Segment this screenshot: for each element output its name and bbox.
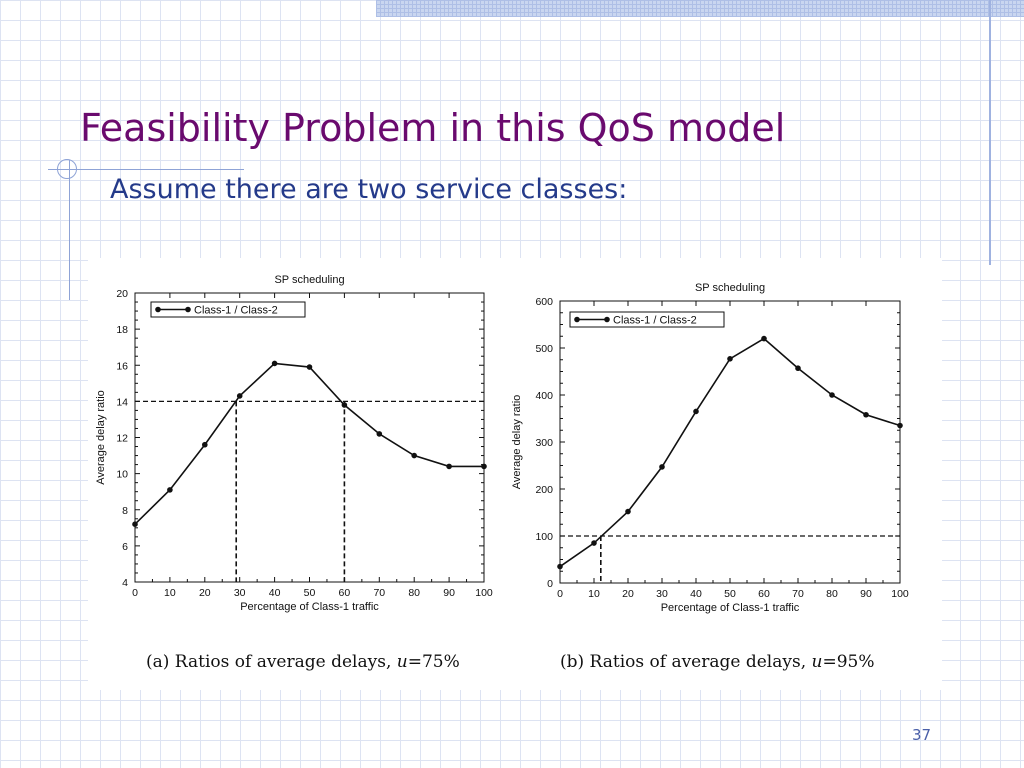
y-tick-label: 600	[535, 296, 553, 308]
data-point	[306, 364, 313, 370]
x-tick-label: 0	[132, 587, 138, 599]
data-point	[236, 393, 243, 399]
decorative-left-line	[69, 160, 70, 300]
x-tick-label: 20	[199, 587, 211, 599]
caption-a-prefix: (a) Ratios of average delays,	[146, 652, 397, 672]
x-tick-label: 70	[792, 588, 804, 600]
legend-label: Class-1 / Class-2	[613, 315, 697, 327]
y-tick-label: 300	[535, 437, 553, 449]
caption-b-suffix: =95%	[822, 652, 875, 672]
data-point	[167, 487, 173, 493]
y-tick-label: 400	[535, 390, 553, 402]
figure-panel	[88, 258, 942, 690]
decorative-title-line	[48, 169, 244, 170]
x-tick-label: 30	[656, 588, 668, 600]
page-number: 37	[912, 726, 932, 744]
x-tick-label: 30	[234, 587, 246, 599]
caption-a-var: u	[396, 652, 408, 672]
data-point	[271, 360, 278, 367]
data-point	[625, 508, 631, 515]
data-point	[341, 402, 348, 408]
x-tick-label: 100	[475, 587, 493, 599]
legend-marker	[574, 316, 580, 323]
data-point	[411, 452, 418, 459]
data-point	[591, 540, 597, 546]
x-tick-label: 50	[724, 588, 736, 600]
y-tick-label: 20	[116, 288, 128, 300]
x-tick-label: 50	[304, 587, 316, 599]
data-point	[829, 392, 835, 398]
y-tick-label: 6	[122, 541, 128, 553]
data-point	[795, 365, 801, 372]
data-point	[863, 411, 869, 418]
caption-b-var: u	[811, 652, 823, 672]
x-tick-label: 60	[758, 588, 770, 600]
y-tick-label: 4	[122, 577, 128, 589]
x-tick-label: 0	[557, 588, 563, 600]
data-point	[693, 408, 699, 415]
data-point	[727, 356, 733, 362]
y-tick-label: 100	[535, 531, 553, 543]
x-tick-label: 100	[891, 588, 909, 600]
x-tick-label: 70	[373, 587, 385, 599]
x-axis-label: Percentage of Class-1 traffic	[661, 602, 800, 614]
data-point	[761, 335, 767, 342]
data-point	[557, 563, 563, 570]
x-tick-label: 80	[408, 587, 420, 599]
y-tick-label: 12	[116, 433, 128, 445]
data-point	[897, 422, 903, 429]
x-tick-label: 40	[690, 588, 702, 600]
y-tick-label: 8	[122, 505, 128, 517]
data-point	[132, 521, 138, 527]
slide-subtitle: Assume there are two service classes:	[110, 174, 628, 205]
legend-marker	[185, 306, 191, 313]
y-tick-label: 14	[116, 396, 128, 408]
x-tick-label: 80	[826, 588, 838, 600]
data-point	[481, 463, 487, 470]
decorative-top-band	[376, 0, 1024, 17]
y-tick-label: 10	[116, 469, 128, 481]
x-tick-label: 10	[164, 587, 176, 599]
data-point	[446, 463, 452, 470]
y-axis-label: Average delay ratio	[95, 390, 107, 485]
caption-a-suffix: =75%	[407, 652, 460, 672]
legend-marker	[604, 316, 610, 323]
y-tick-label: 500	[535, 343, 553, 355]
chart-title: SP scheduling	[274, 274, 344, 286]
y-tick-label: 200	[535, 484, 553, 496]
y-tick-label: 16	[116, 360, 128, 372]
caption-a: (a) Ratios of average delays, u=75%	[146, 652, 460, 672]
series-line	[559, 337, 901, 568]
data-point	[376, 431, 383, 437]
plot-frame	[559, 300, 901, 584]
x-tick-label: 60	[339, 587, 351, 599]
x-tick-label: 10	[588, 588, 600, 600]
x-tick-label: 90	[860, 588, 872, 600]
x-tick-label: 20	[622, 588, 634, 600]
chart-title: SP scheduling	[695, 282, 765, 294]
legend-box	[569, 311, 725, 328]
legend-marker	[155, 306, 161, 313]
x-tick-label: 90	[443, 587, 455, 599]
caption-b: (b) Ratios of average delays, u=95%	[560, 652, 874, 672]
x-tick-label: 40	[269, 587, 281, 599]
y-tick-label: 0	[547, 578, 553, 590]
title-ornament-icon	[57, 159, 77, 179]
y-tick-label: 18	[116, 324, 128, 336]
legend-box	[150, 301, 306, 318]
legend-label: Class-1 / Class-2	[194, 305, 278, 317]
data-point	[202, 441, 208, 448]
decorative-right-line	[989, 0, 991, 265]
y-axis-label: Average delay ratio	[511, 395, 523, 490]
caption-b-prefix: (b) Ratios of average delays,	[560, 652, 812, 672]
slide-title: Feasibility Problem in this QoS model	[80, 106, 786, 150]
x-axis-label: Percentage of Class-1 traffic	[240, 601, 379, 613]
data-point	[659, 464, 665, 470]
